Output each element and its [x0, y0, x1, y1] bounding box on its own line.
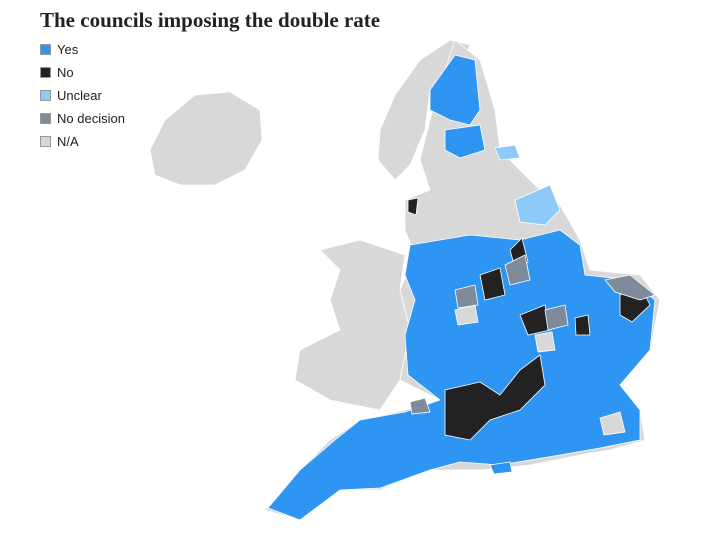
legend-item: Unclear	[40, 84, 125, 107]
region-no-decision	[604, 274, 656, 301]
region-unclear	[514, 184, 561, 226]
legend-swatch	[40, 113, 51, 124]
legend-item: No decision	[40, 107, 125, 130]
region-no	[407, 197, 419, 216]
region-yes	[429, 54, 481, 126]
region-no-decision	[454, 284, 479, 309]
region-no	[574, 314, 591, 336]
title: The councils imposing the double rate	[40, 8, 381, 32]
legend-item: No	[40, 61, 125, 84]
region-yes	[267, 229, 656, 521]
legend-item: N/A	[40, 130, 125, 153]
wales	[294, 239, 411, 411]
region-na	[599, 411, 626, 436]
legend-label: No decision	[57, 111, 125, 126]
legend-swatch	[40, 136, 51, 147]
legend-label: N/A	[57, 134, 79, 149]
legend-label: Unclear	[57, 88, 102, 103]
legend-item: Yes	[40, 38, 125, 61]
legend-swatch	[40, 67, 51, 78]
region-no	[444, 354, 546, 441]
region-unclear	[494, 144, 521, 161]
region-yes	[444, 124, 486, 159]
region-no-decision	[504, 254, 531, 286]
region-na	[534, 331, 556, 353]
region-no-decision	[409, 397, 431, 415]
legend-swatch	[40, 44, 51, 55]
region-no-decision	[544, 304, 569, 331]
isle-of-wight	[489, 461, 513, 475]
region-no	[479, 267, 506, 301]
legend-label: No	[57, 65, 74, 80]
region-no	[519, 304, 551, 336]
legend-swatch	[40, 90, 51, 101]
legend-label: Yes	[57, 42, 79, 57]
northern-ireland	[149, 91, 263, 186]
region-na	[454, 304, 479, 326]
legend: Yes No Unclear No decision N/A	[40, 38, 125, 153]
